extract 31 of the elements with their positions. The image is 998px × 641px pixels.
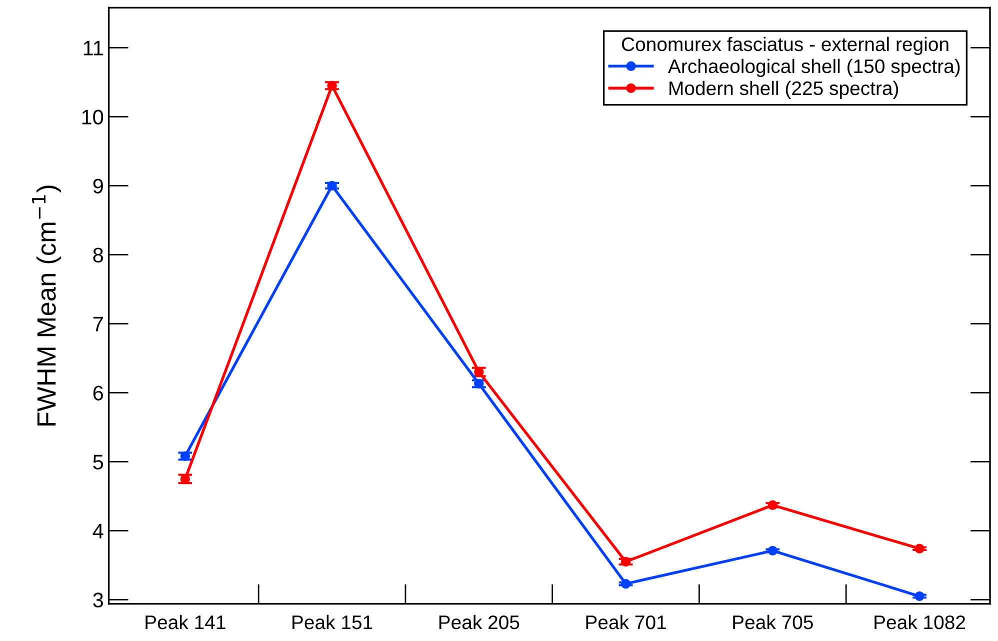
y-tick-label: 8 xyxy=(93,248,104,262)
x-tick-label: Peak 141 xyxy=(146,614,226,630)
point xyxy=(914,591,924,602)
x-tick-label: Peak 701 xyxy=(586,614,666,630)
y-tick-label: 6 xyxy=(93,386,104,400)
point xyxy=(327,180,337,191)
point xyxy=(474,378,484,389)
y-tick-label: 10 xyxy=(82,110,104,124)
point xyxy=(914,544,924,554)
point xyxy=(768,546,778,556)
x-tick-label: Peak 151 xyxy=(292,614,372,630)
point xyxy=(620,578,631,589)
y-tick-label: 9 xyxy=(93,178,103,194)
x-tick-label: Peak 205 xyxy=(439,614,520,630)
legend-label: Archaeological shell (150 spectra) xyxy=(668,58,960,77)
point xyxy=(180,474,190,484)
legend-title: Conomurex fasciatus - external region xyxy=(622,36,948,55)
point xyxy=(327,80,337,91)
y-axis-title: FWHM Mean (cm$^{−1}$) xyxy=(32,186,62,426)
y-tick-label: 4 xyxy=(92,524,104,538)
legend-label: Modern shell (225 spectra) xyxy=(670,80,898,100)
point xyxy=(768,500,778,510)
x-tick-label: Peak 1082 xyxy=(874,614,966,630)
y-tick-label: 7 xyxy=(93,316,103,332)
x-tick-label: Peak 705 xyxy=(733,614,813,630)
y-tick-label: 5 xyxy=(93,454,104,470)
point xyxy=(620,556,631,567)
point xyxy=(474,367,484,377)
y-tick-label: 3 xyxy=(93,592,104,608)
point xyxy=(180,451,190,462)
y-tick-label: 11 xyxy=(84,40,103,56)
